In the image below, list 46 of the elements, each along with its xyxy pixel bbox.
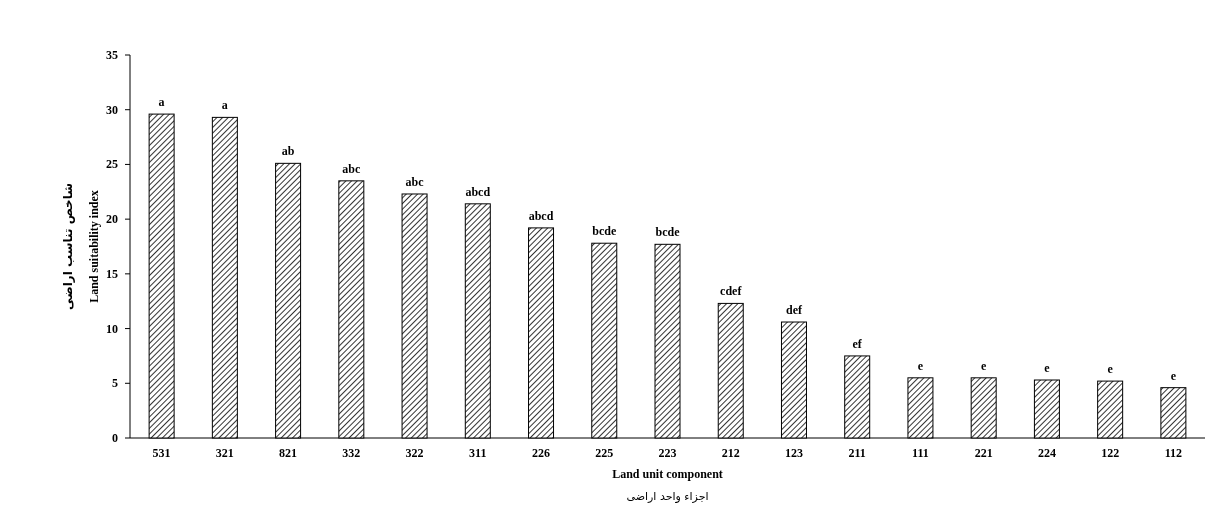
data-label: a xyxy=(158,95,165,110)
x-tick-label: 112 xyxy=(1164,446,1183,460)
data-label: abcd xyxy=(528,208,554,223)
data-label: bcde xyxy=(592,224,617,239)
data-label: def xyxy=(785,303,803,318)
y-tick-label: 15 xyxy=(106,266,118,281)
data-label: e xyxy=(917,358,924,373)
y-tick-label: 5 xyxy=(112,376,118,391)
x-tick-label: 123 xyxy=(784,446,803,460)
x-axis-title: Land unit component xyxy=(612,467,723,481)
data-label: e xyxy=(1107,362,1114,377)
x-tick-label: 211 xyxy=(848,446,866,460)
x-tick-label: 212 xyxy=(721,446,740,460)
data-label: a xyxy=(221,98,228,113)
x-tick-label: 223 xyxy=(658,446,677,460)
data-label: abcd xyxy=(465,184,491,199)
x-tick-label: 321 xyxy=(215,446,234,460)
x-tick-label: 531 xyxy=(152,446,171,460)
x-tick-label: 332 xyxy=(342,446,361,460)
x-tick-label: 225 xyxy=(595,446,614,460)
y-tick-label: 30 xyxy=(106,102,118,117)
y-tick-label: 35 xyxy=(106,48,118,62)
x-tick-label: 122 xyxy=(1101,446,1120,460)
x-tick-label: 224 xyxy=(1037,446,1056,460)
x-tick-label: 111 xyxy=(912,446,929,460)
text: اجزاء واحد اراضی xyxy=(626,490,709,503)
y-tick-label: 25 xyxy=(106,157,118,172)
x-tick-label: 311 xyxy=(469,446,487,460)
x-tick-label: 322 xyxy=(405,446,424,460)
x-tick-label: 821 xyxy=(279,446,298,460)
data-label: abc xyxy=(405,174,425,189)
data-label: e xyxy=(1170,368,1177,383)
data-label: bcde xyxy=(655,225,681,240)
data-label: cdef xyxy=(720,284,743,299)
x-tick-label: 226 xyxy=(532,446,551,460)
data-label: abc xyxy=(342,161,361,176)
x-tick-label: 221 xyxy=(974,446,993,460)
data-label: e xyxy=(981,358,988,373)
text: شاخص تناسب اراضی xyxy=(61,183,75,310)
data-label: ab xyxy=(281,144,295,159)
y-tick-label: 0 xyxy=(112,431,118,445)
y-axis-title: Land suitability index xyxy=(87,190,101,303)
y-tick-label: 10 xyxy=(106,321,118,336)
y-tick-label: 20 xyxy=(106,212,118,227)
data-label: e xyxy=(1044,361,1051,375)
data-label: ef xyxy=(852,336,863,351)
